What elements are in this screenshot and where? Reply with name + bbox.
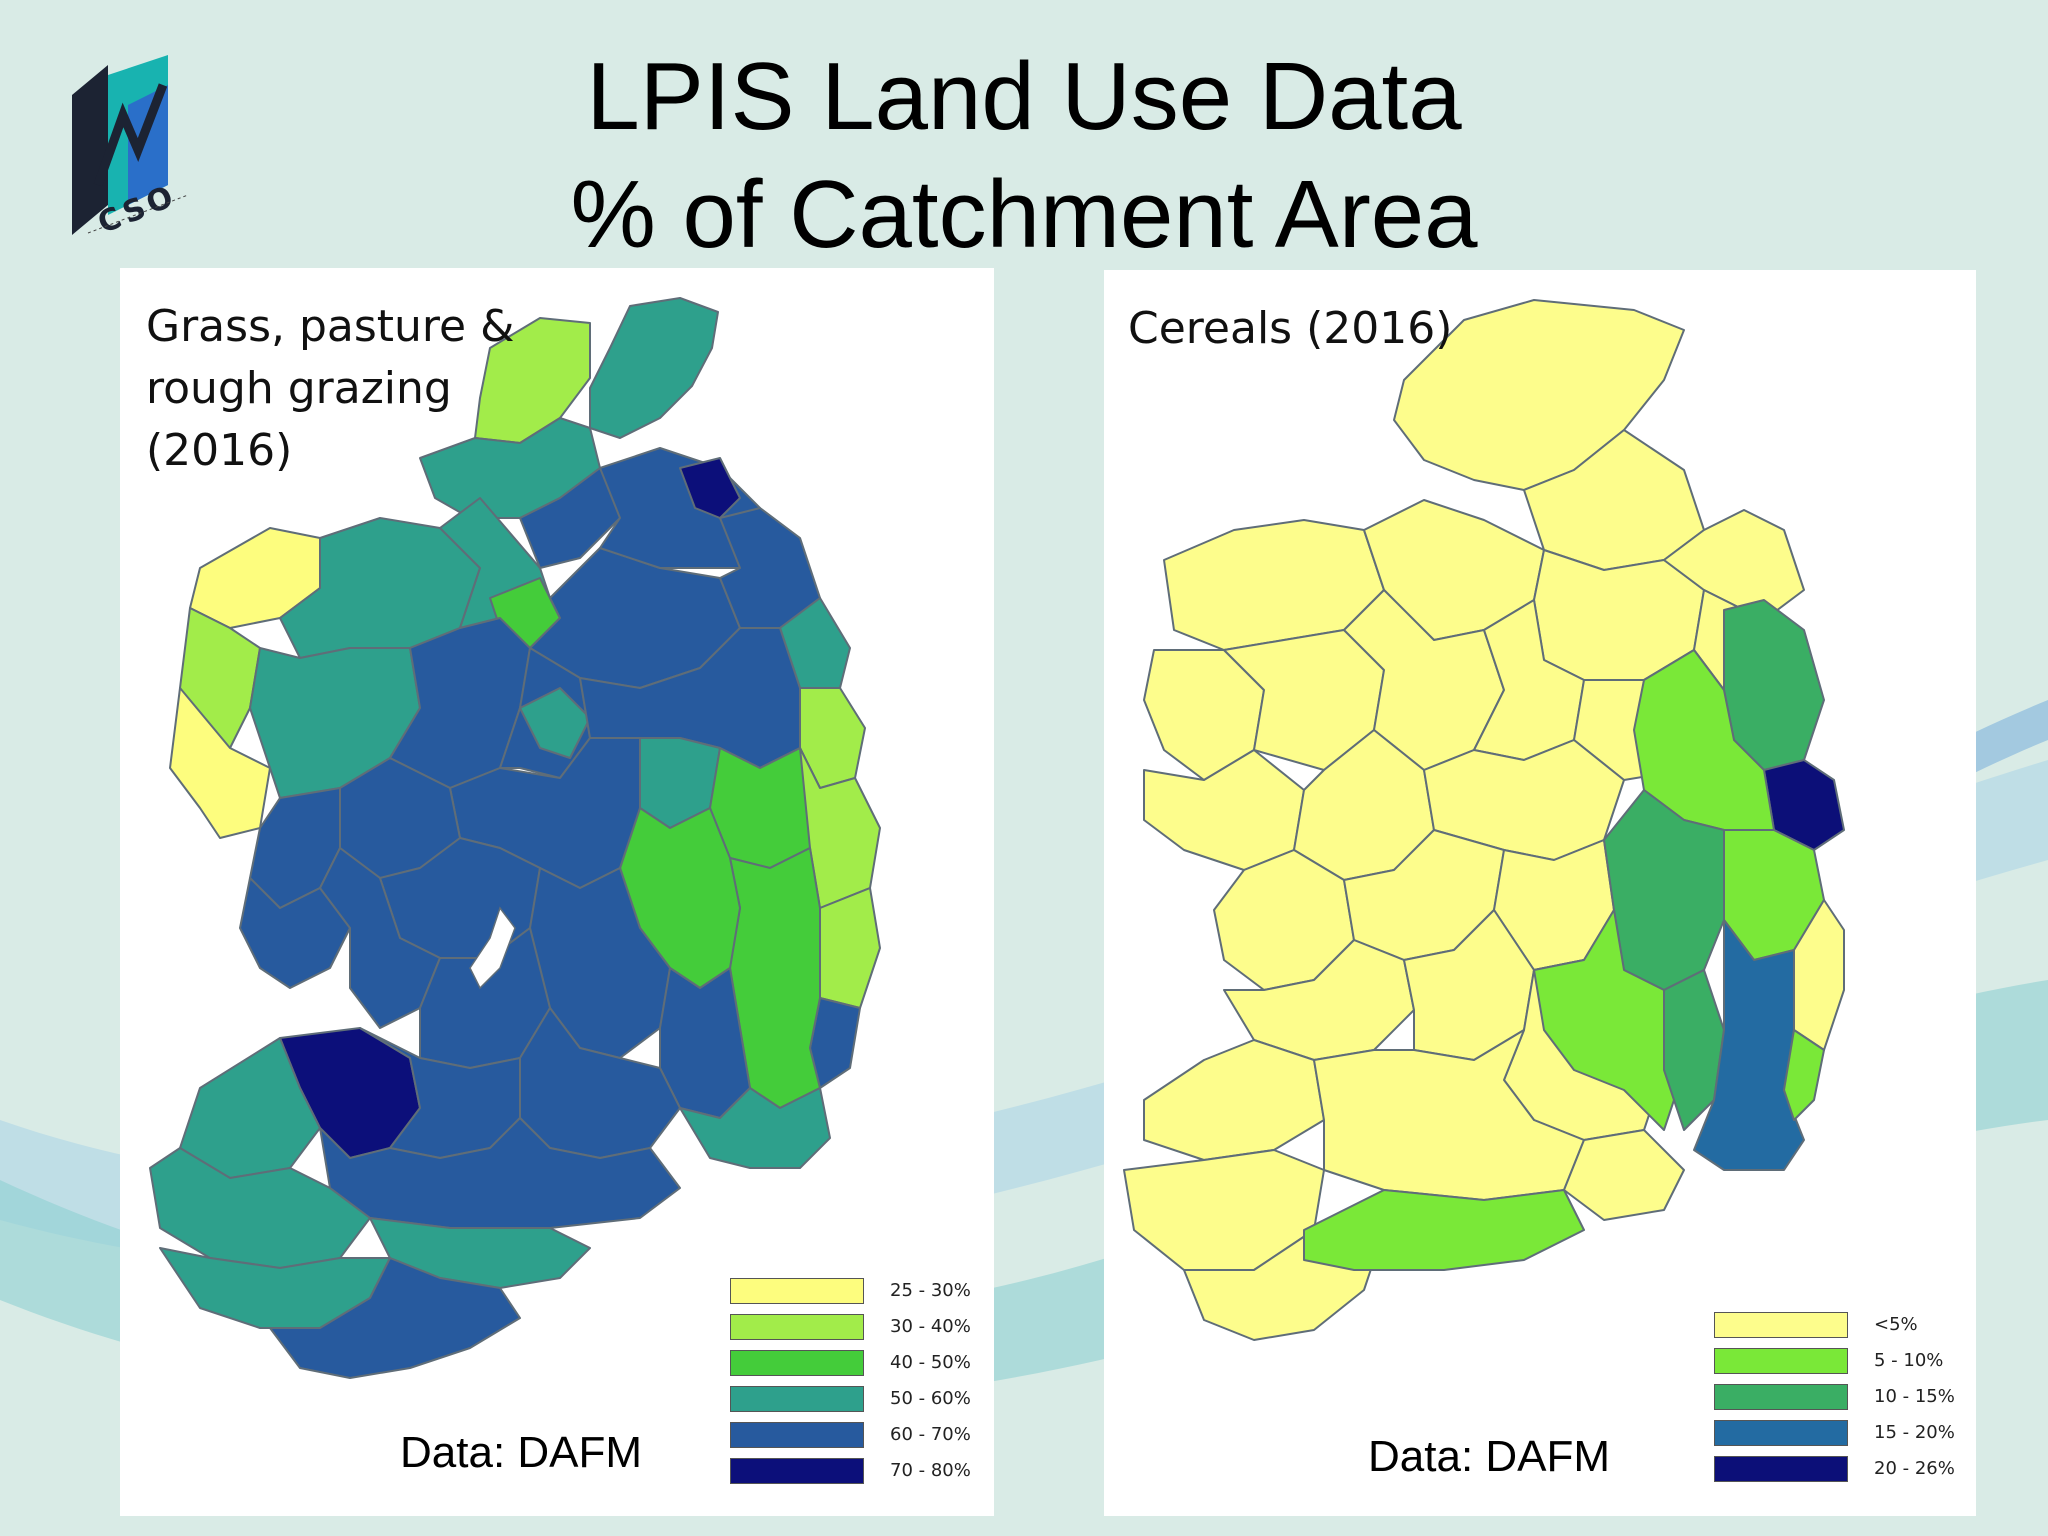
page-title: LPIS Land Use Data % of Catchment Area [0, 38, 2048, 274]
region-galway-west [169, 687, 271, 839]
legend-swatch [730, 1350, 864, 1376]
region-neagh-dark [679, 457, 741, 519]
legend-label: 10 - 15% [1874, 1386, 1955, 1407]
region-lough-ree [519, 687, 591, 759]
region-blackwater [1313, 1029, 1585, 1201]
legend-label: 50 - 60% [890, 1388, 971, 1409]
legend-swatch [1714, 1348, 1848, 1374]
cereals-map-source: Data: DAFM [1368, 1432, 1611, 1481]
cso-logo: CSO [68, 55, 189, 241]
region-slaney-blue [1693, 919, 1805, 1171]
legend-swatch [1714, 1384, 1848, 1410]
cereals-map-panel: Cereals (2016) <5% 5 - 10% 10 - 15% 15 -… [1104, 270, 1976, 1516]
legend-label: 70 - 80% [890, 1460, 971, 1481]
grass-map-panel: Grass, pasture & rough grazing (2016) 25… [120, 268, 994, 1516]
cereals-map [1123, 299, 1845, 1341]
grass-map [149, 297, 881, 1379]
region-lee-green [1303, 1189, 1585, 1271]
cereals-map-title-line-1: Cereals (2016) [1128, 303, 1453, 354]
legend-swatch [1714, 1456, 1848, 1482]
legend-swatch [1714, 1312, 1848, 1338]
legend-swatch [730, 1386, 864, 1412]
legend-label: 20 - 26% [1874, 1458, 1955, 1479]
region-galway-west [1143, 749, 1305, 871]
legend-swatch [730, 1278, 864, 1304]
region-donegal-north [589, 297, 719, 439]
grass-map-source: Data: DAFM [400, 1428, 643, 1477]
grass-map-title: Grass, pasture & rough grazing (2016) [146, 296, 514, 482]
legend-label: 25 - 30% [890, 1280, 971, 1301]
region-clare [239, 877, 351, 989]
legend-swatch [1714, 1420, 1848, 1446]
legend-label: 40 - 50% [890, 1352, 971, 1373]
grass-map-title-line-1: Grass, pasture & [146, 301, 515, 352]
legend-label: 15 - 20% [1874, 1422, 1955, 1443]
legend-label: 5 - 10% [1874, 1350, 1944, 1371]
grass-map-title-line-2: rough grazing [146, 363, 452, 414]
legend-label: 60 - 70% [890, 1424, 971, 1445]
region-wicklow [819, 887, 881, 1009]
legend-swatch [730, 1314, 864, 1340]
legend-label: 30 - 40% [890, 1316, 971, 1337]
region-wexford-south [679, 1087, 831, 1169]
region-waterford [1563, 1129, 1685, 1221]
grass-map-title-line-3: (2016) [146, 425, 293, 476]
legend-swatch [730, 1422, 864, 1448]
cereals-map-title: Cereals (2016) [1128, 298, 1452, 360]
legend-swatch [730, 1458, 864, 1484]
title-line-2: % of Catchment Area [570, 161, 1478, 268]
legend-label: <5% [1874, 1314, 1918, 1335]
region-cork-west [269, 1257, 521, 1379]
region-avoca-green [1783, 1029, 1825, 1121]
region-kerry-north [1143, 1039, 1325, 1161]
title-line-1: LPIS Land Use Data [586, 43, 1462, 150]
